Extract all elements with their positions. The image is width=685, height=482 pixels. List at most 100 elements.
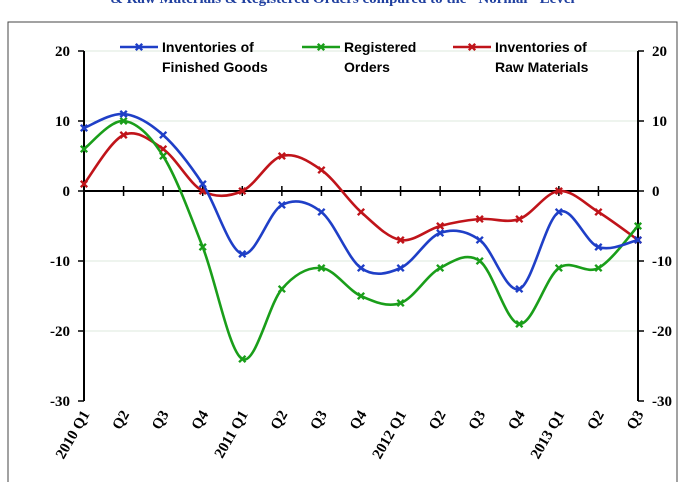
data-point bbox=[554, 186, 563, 196]
data-point-stroke bbox=[396, 263, 405, 273]
data-point-stroke bbox=[594, 263, 603, 273]
data-point bbox=[238, 186, 247, 196]
data-point-stroke bbox=[198, 242, 207, 252]
data-point-stroke bbox=[554, 263, 563, 273]
data-point bbox=[79, 123, 89, 133]
data-point bbox=[436, 263, 445, 273]
legend-label: Registered bbox=[344, 39, 416, 55]
legend-label: Finished Goods bbox=[162, 59, 268, 75]
data-point-stroke bbox=[317, 207, 326, 217]
series-lines bbox=[79, 109, 643, 364]
y-tick-label-right: -10 bbox=[652, 254, 672, 270]
gridlines bbox=[84, 50, 638, 332]
data-point bbox=[475, 256, 484, 266]
data-point-stroke bbox=[396, 298, 405, 308]
data-point bbox=[277, 200, 286, 210]
data-point-stroke bbox=[79, 144, 89, 154]
data-point bbox=[594, 207, 603, 217]
data-point-stroke bbox=[396, 235, 405, 245]
y-tick-label-right: -30 bbox=[652, 394, 672, 410]
x-tick-label: 2010 Q1 bbox=[53, 408, 93, 462]
data-point bbox=[475, 235, 484, 245]
chart-title: & Raw Materials & Registered Orders comp… bbox=[0, 0, 685, 8]
data-point-stroke bbox=[317, 165, 326, 175]
x-tick-label: Q4 bbox=[189, 408, 213, 433]
data-point-stroke bbox=[594, 207, 603, 217]
data-point-stroke bbox=[436, 263, 445, 273]
data-point bbox=[633, 235, 643, 245]
data-point-stroke bbox=[277, 151, 286, 161]
legend-label: Inventories of bbox=[495, 39, 587, 55]
y-tick-label-left: 10 bbox=[55, 114, 70, 130]
data-point bbox=[554, 263, 563, 273]
data-point-stroke bbox=[316, 42, 326, 52]
x-tick-label: Q3 bbox=[307, 408, 330, 433]
data-point-stroke bbox=[238, 354, 247, 364]
data-point-stroke bbox=[79, 123, 89, 133]
data-point-stroke bbox=[198, 179, 207, 189]
data-point-stroke bbox=[554, 207, 563, 217]
x-tick-label: 2013 Q1 bbox=[528, 408, 568, 462]
data-point-stroke bbox=[356, 291, 366, 301]
data-point-stroke bbox=[159, 130, 168, 140]
data-point-stroke bbox=[554, 186, 563, 196]
x-tick-label: Q2 bbox=[268, 408, 291, 433]
data-point-stroke bbox=[633, 235, 643, 245]
legend-label: Inventories of bbox=[162, 39, 254, 55]
data-point bbox=[198, 242, 207, 252]
x-tick-label: Q4 bbox=[347, 408, 371, 433]
x-tick-label: Q2 bbox=[426, 408, 449, 433]
data-point bbox=[277, 284, 286, 294]
data-point bbox=[198, 179, 207, 189]
data-point-stroke bbox=[475, 214, 484, 224]
y-tick-label-right: -20 bbox=[652, 324, 672, 340]
data-point-stroke bbox=[277, 284, 286, 294]
data-point bbox=[317, 207, 326, 217]
data-point bbox=[554, 207, 563, 217]
data-point bbox=[317, 165, 326, 175]
x-tick-label: Q2 bbox=[584, 408, 607, 433]
series-line bbox=[83, 112, 639, 291]
chart-border bbox=[7, 21, 678, 482]
data-point bbox=[396, 298, 405, 308]
x-tick-label: Q3 bbox=[624, 408, 647, 433]
x-tick-label: Q3 bbox=[149, 408, 172, 433]
data-point bbox=[436, 221, 445, 231]
data-point bbox=[594, 263, 603, 273]
y-tick-label-right: 20 bbox=[652, 44, 667, 60]
data-point-stroke bbox=[436, 221, 445, 231]
x-tick-label: Q2 bbox=[110, 408, 133, 433]
data-point bbox=[159, 130, 168, 140]
data-point bbox=[396, 263, 405, 273]
y-tick-label-left: 0 bbox=[63, 184, 71, 200]
data-point-stroke bbox=[594, 242, 603, 252]
y-tick-label-right: 0 bbox=[652, 184, 660, 200]
data-point bbox=[238, 249, 247, 259]
data-point-stroke bbox=[515, 319, 524, 329]
series-line bbox=[83, 119, 639, 361]
data-point-stroke bbox=[119, 130, 128, 140]
data-point bbox=[356, 263, 366, 273]
data-point bbox=[316, 42, 326, 52]
y-tick-label-left: 20 bbox=[55, 44, 70, 60]
data-point bbox=[594, 242, 603, 252]
data-point bbox=[356, 207, 366, 217]
x-tick-label: 2012 Q1 bbox=[370, 408, 410, 462]
data-point-stroke bbox=[633, 221, 643, 231]
x-tick-label: Q3 bbox=[466, 408, 489, 433]
data-point-stroke bbox=[119, 116, 128, 126]
data-point-stroke bbox=[467, 42, 477, 52]
data-point-stroke bbox=[238, 186, 247, 196]
data-point bbox=[515, 284, 524, 294]
data-point bbox=[515, 319, 524, 329]
data-point-stroke bbox=[475, 256, 484, 266]
data-point bbox=[119, 130, 128, 140]
data-point-stroke bbox=[515, 214, 524, 224]
data-point bbox=[119, 109, 128, 119]
y-tick-label-left: -10 bbox=[50, 254, 70, 270]
data-point bbox=[79, 144, 89, 154]
data-point-stroke bbox=[356, 207, 366, 217]
y-tick-label-left: -20 bbox=[50, 324, 70, 340]
data-point-stroke bbox=[119, 109, 128, 119]
data-point bbox=[475, 214, 484, 224]
